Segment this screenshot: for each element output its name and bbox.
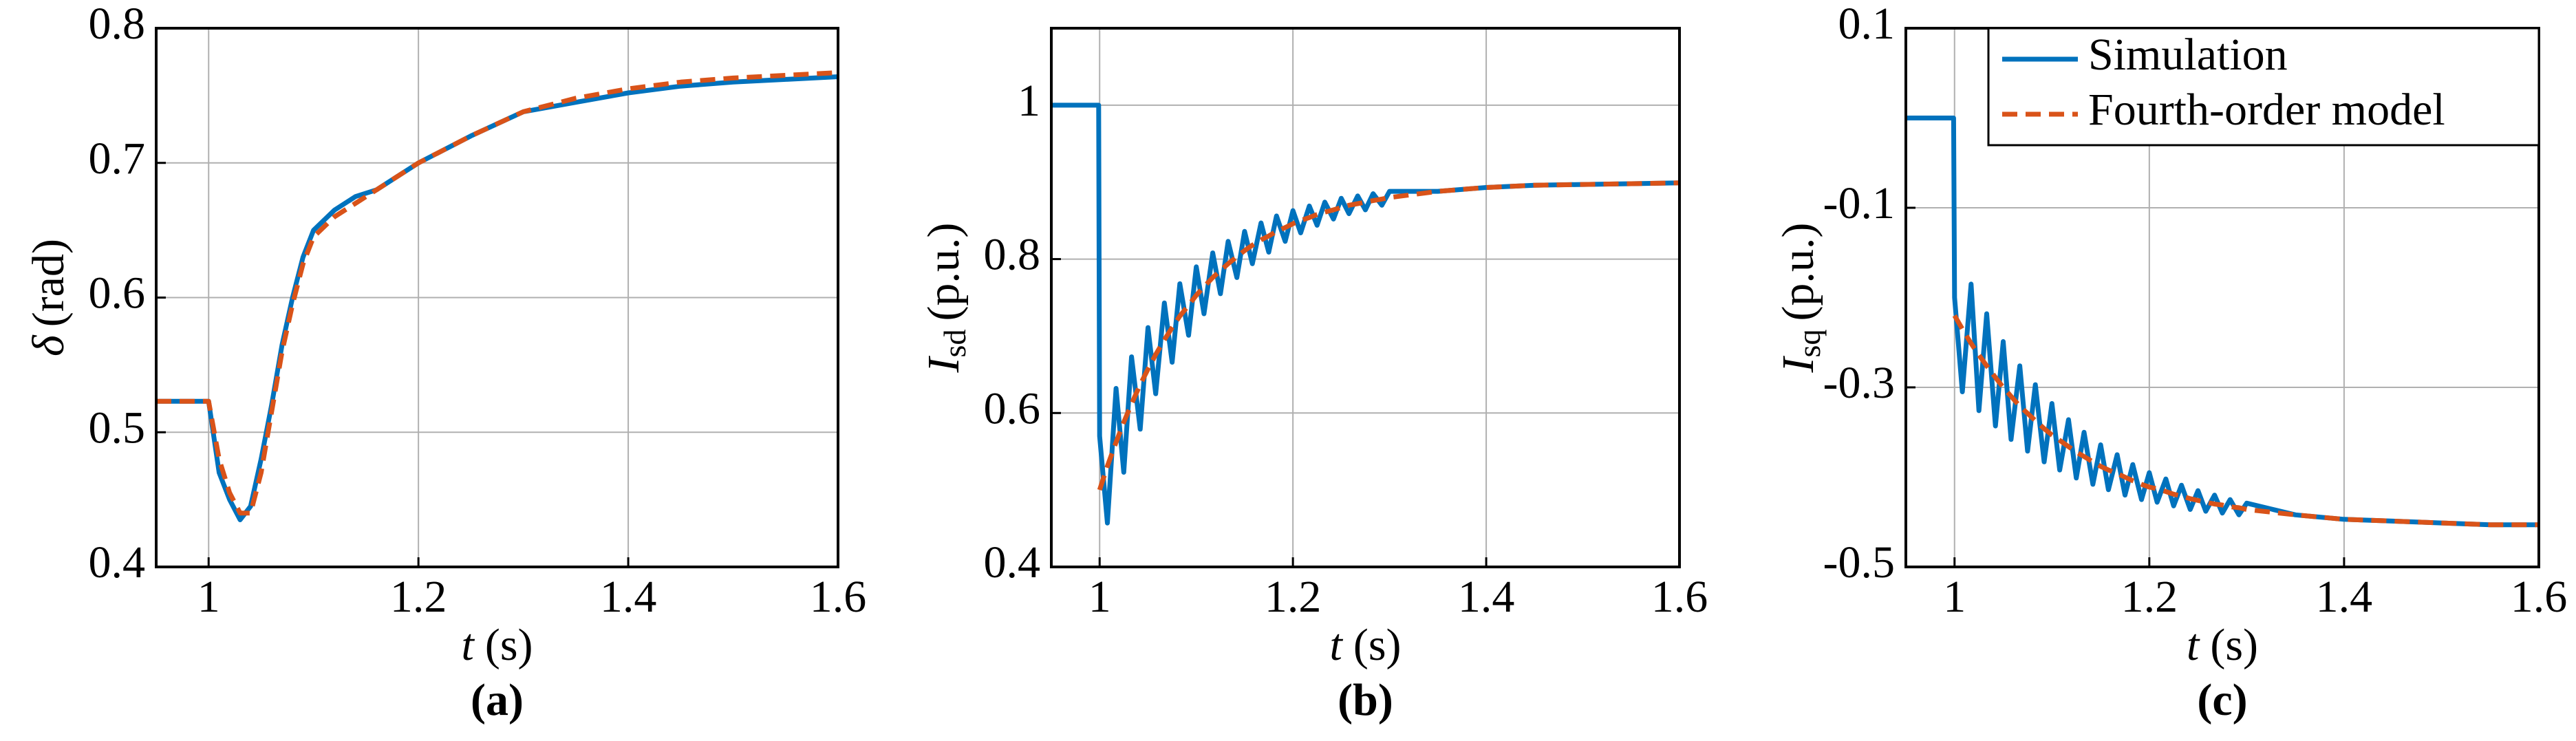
label-unit: (s) bbox=[1353, 620, 1402, 670]
plot-lines bbox=[156, 70, 838, 522]
plot-frame bbox=[1050, 27, 1681, 568]
x-tick-label: 1.6 bbox=[810, 572, 867, 622]
x-tick-label: 1.6 bbox=[2511, 572, 2568, 622]
legend-label: Simulation bbox=[2088, 30, 2288, 80]
panel-label: (a) bbox=[471, 675, 524, 725]
plot-lines bbox=[1906, 116, 2539, 528]
y-tick-label: -0.3 bbox=[1823, 358, 1895, 408]
label-symbol: I bbox=[1773, 355, 1823, 373]
y-tick-label: 0.4 bbox=[984, 537, 1041, 588]
label-symbol: I bbox=[919, 355, 969, 373]
panel: 1 1.2 1.4 1.60.40.50.60.70.8t (s)(a)δ(rad) bbox=[23, 0, 866, 725]
x-tick-label: 1.2 bbox=[1265, 572, 1322, 622]
y-axis-label: Isd (p.u.) bbox=[919, 223, 972, 374]
panel: 1 1.2 1.4 1.60.40.60.81t (s)(b)Isd(p.u.) bbox=[919, 27, 1708, 725]
label-unit: (s) bbox=[485, 620, 533, 670]
label-unit: (s) bbox=[2210, 620, 2258, 670]
legend-box bbox=[1987, 27, 2540, 147]
x-tick-label: 1.2 bbox=[390, 572, 447, 622]
y-tick-label: 0.7 bbox=[89, 133, 146, 184]
series-line bbox=[156, 74, 838, 522]
x-tick-label: 1.4 bbox=[600, 572, 657, 622]
x-axis-label: t (s) bbox=[462, 620, 533, 670]
series-line bbox=[1051, 103, 1679, 526]
label-unit: (p.u.) bbox=[1773, 223, 1823, 321]
panel-label: (c) bbox=[2197, 675, 2247, 725]
y-tick-label: 0.6 bbox=[89, 268, 146, 319]
x-tick-label: 1 bbox=[197, 572, 220, 622]
series-line bbox=[1906, 116, 2539, 528]
series-line bbox=[1952, 314, 2539, 528]
y-tick-label: -0.5 bbox=[1823, 537, 1895, 588]
series-line bbox=[156, 70, 838, 516]
panel-label: (b) bbox=[1338, 675, 1393, 725]
label-symbol: δ bbox=[23, 334, 74, 356]
label-subscript: sd bbox=[937, 330, 972, 358]
y-tick-label: 0.4 bbox=[89, 537, 146, 588]
y-tick-label: 0.8 bbox=[984, 230, 1041, 280]
label-symbol: t bbox=[1330, 620, 1344, 670]
series-line bbox=[1097, 180, 1679, 491]
x-axis-label: t (s) bbox=[1330, 620, 1402, 670]
x-tick-label: 1 bbox=[1088, 572, 1111, 622]
y-tick-label: 1 bbox=[1018, 76, 1040, 126]
x-tick-label: 1.4 bbox=[1458, 572, 1515, 622]
y-tick-label: 0.8 bbox=[89, 0, 146, 49]
plot-lines bbox=[1051, 103, 1679, 526]
label-symbol: t bbox=[2187, 620, 2200, 670]
y-tick-label: 0.1 bbox=[1838, 0, 1896, 49]
label-unit: (p.u.) bbox=[919, 223, 969, 321]
panel: 1 1.2 1.4 1.6-0.5-0.3-0.10.1t (s)(c)Isq(p.u.… bbox=[1773, 0, 2567, 725]
y-axis-label: Isq (p.u.) bbox=[1773, 223, 1826, 374]
y-tick-label: -0.1 bbox=[1823, 178, 1895, 228]
x-tick-label: 1 bbox=[1943, 572, 1966, 622]
y-axis-label: δ (rad) bbox=[23, 239, 74, 356]
x-axis-label: t (s) bbox=[2187, 620, 2258, 670]
legend-label: Fourth-order model bbox=[2088, 85, 2445, 135]
x-tick-label: 1.6 bbox=[1651, 572, 1708, 622]
x-tick-label: 1.4 bbox=[2316, 572, 2373, 622]
plot-frame bbox=[155, 27, 839, 568]
x-tick-label: 1.2 bbox=[2121, 572, 2178, 622]
label-unit: (rad) bbox=[23, 239, 74, 327]
label-symbol: t bbox=[462, 620, 475, 670]
y-tick-label: 0.6 bbox=[984, 383, 1041, 433]
y-tick-label: 0.5 bbox=[89, 402, 146, 453]
label-subscript: sq bbox=[1792, 330, 1827, 358]
